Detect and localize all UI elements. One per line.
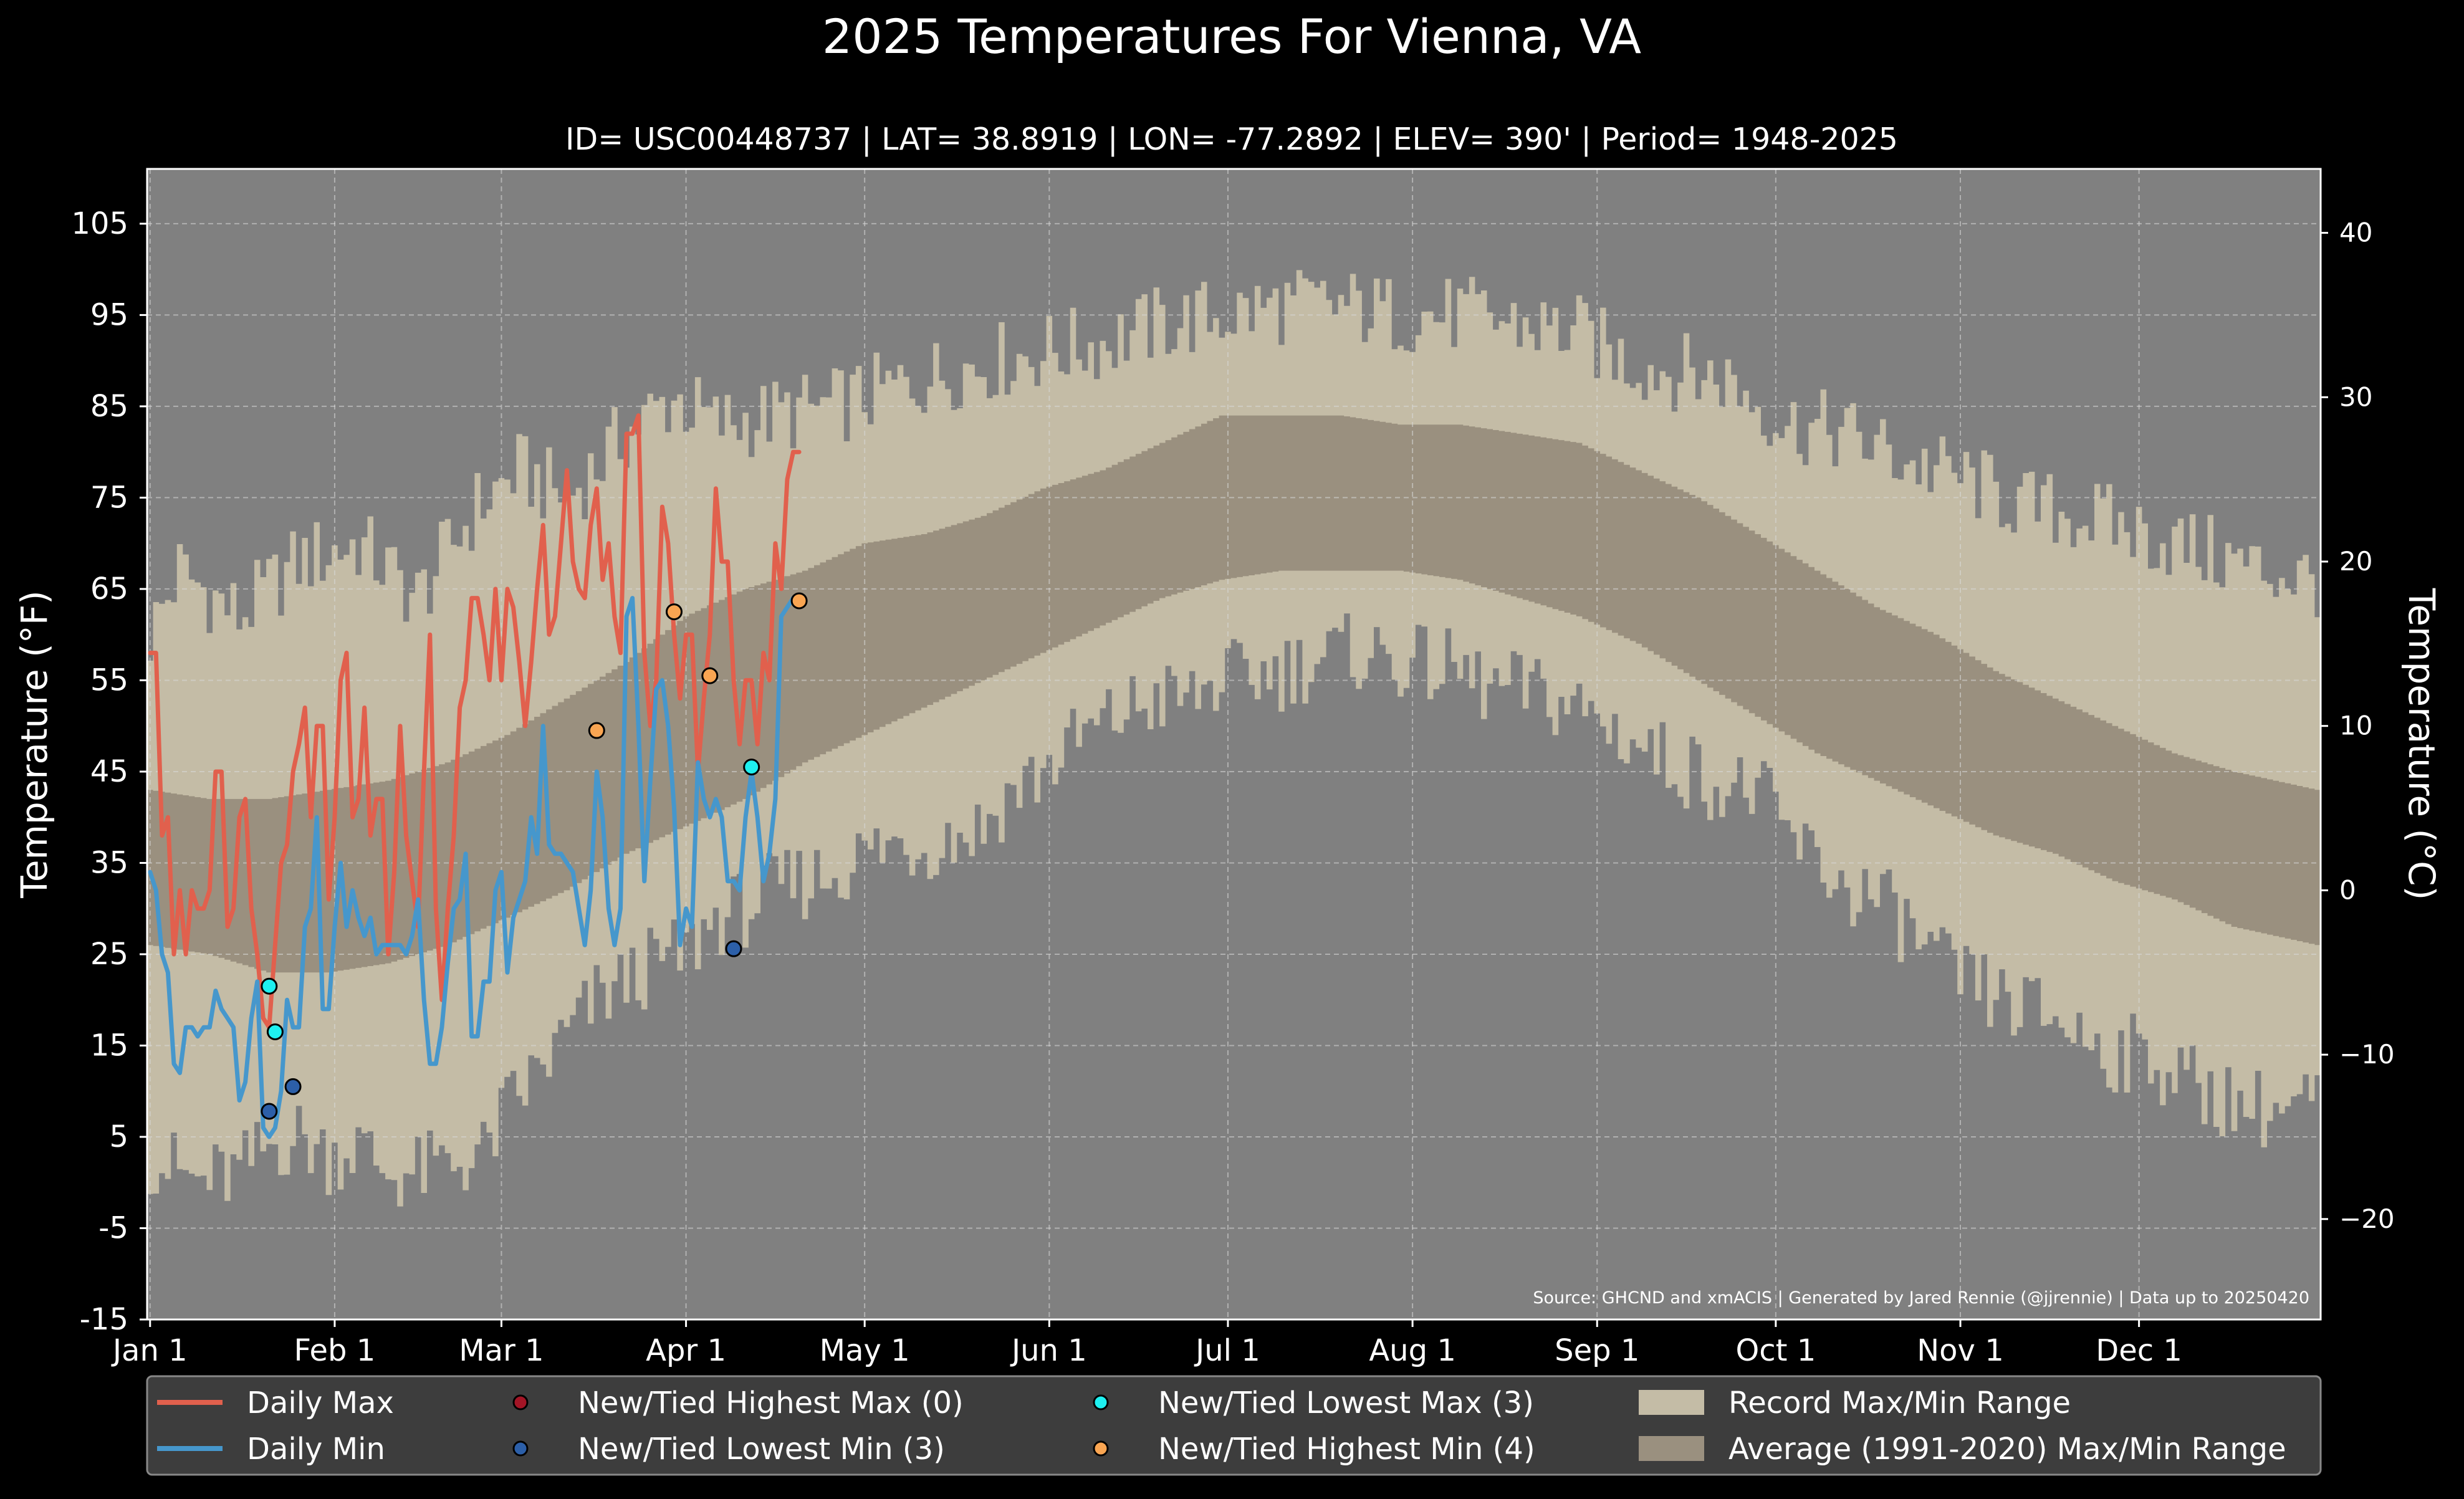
series-layer	[148, 413, 802, 1139]
y-tick-label: 35	[90, 845, 128, 880]
x-tick-label: Feb 1	[294, 1333, 376, 1368]
y-right-tick-label: 30	[2339, 381, 2372, 412]
legend-label-daily-max: Daily Max	[247, 1386, 394, 1420]
legend-swatch-new-tied-lowest-min-3	[512, 1440, 529, 1457]
x-tick-label: Nov 1	[1917, 1333, 2003, 1368]
y-tick-label: 5	[109, 1119, 128, 1154]
x-tick-label: Aug 1	[1369, 1333, 1456, 1368]
x-tick-label: Oct 1	[1735, 1333, 1816, 1368]
y-tick-label: 55	[90, 663, 128, 697]
y-right-tick-label: 40	[2339, 218, 2372, 248]
new-tied-lowest-min-3-marker	[284, 1078, 302, 1095]
new-tied-highest-min-4-marker	[665, 603, 683, 621]
y-tick-label: 105	[71, 206, 128, 241]
y-axis-right: −20 −10 0 10 20 30 40	[2321, 218, 2395, 1234]
y-right-tick-label: −10	[2339, 1039, 2395, 1070]
new-tied-highest-min-4-marker	[790, 592, 808, 610]
y-tick-label: -5	[98, 1210, 128, 1245]
y-tick-label: 65	[90, 572, 128, 606]
x-tick-label: Jul 1	[1194, 1333, 1260, 1368]
chart-subtitle: ID= USC00448737 | LAT= 38.8919 | LON= -7…	[565, 122, 1898, 157]
y-tick-label: -15	[80, 1302, 128, 1337]
legend: Daily Max New/Tied Highest Max (0) New/Tie…	[157, 1386, 2286, 1467]
x-tick-label: Jan 1	[111, 1333, 188, 1368]
record-range-band	[147, 270, 2321, 1207]
new-tied-lowest-min-3-marker	[261, 1103, 278, 1120]
y-right-tick-label: 10	[2339, 711, 2372, 741]
y-tick-label: 45	[90, 754, 128, 789]
legend-label-daily-min: Daily Min	[247, 1432, 385, 1467]
y-tick-label: 15	[90, 1028, 128, 1063]
source-note: Source: GHCND and xmACIS | Generated by …	[1533, 1288, 2309, 1308]
y-axis-left: -15 -5 5 15 25 35 45 55 65 75 85 95 105	[71, 206, 147, 1337]
legend-label-new-tied-lowest-min-3: New/Tied Lowest Min (3)	[578, 1432, 945, 1467]
average-range-band	[147, 415, 2321, 973]
new-tied-lowest-max-3-marker	[743, 759, 760, 776]
y-tick-label: 75	[90, 480, 128, 515]
legend-label-new-tied-lowest-max-3: New/Tied Lowest Max (3)	[1158, 1386, 1534, 1420]
average-range-area	[147, 415, 2321, 973]
new-tied-highest-min-4-marker	[701, 667, 719, 684]
new-tied-lowest-max-3-marker	[261, 977, 278, 995]
legend-label-record-max-min-range: Record Max/Min Range	[1728, 1386, 2071, 1420]
legend-label-average-1991-2020-max-min-range: Average (1991-2020) Max/Min Range	[1728, 1432, 2286, 1467]
y-right-tick-label: 20	[2339, 546, 2372, 577]
x-tick-label: Apr 1	[646, 1333, 726, 1368]
y-tick-label: 95	[90, 297, 128, 332]
y-axis-left-label: Temperature (°F)	[13, 590, 55, 898]
x-tick-label: Dec 1	[2096, 1333, 2182, 1368]
record-range-area	[147, 270, 2321, 1207]
y-tick-label: 25	[90, 937, 128, 972]
x-tick-label: Jun 1	[1010, 1333, 1087, 1368]
legend-box	[146, 1375, 2322, 1476]
y-axis-right-label: Temperature (°C)	[2400, 588, 2443, 901]
new-tied-lowest-min-3-marker	[725, 940, 742, 957]
x-axis: Jan 1 Feb 1 Mar 1 Apr 1 May 1 Jun 1 Jul 1 Aug 1…	[111, 1319, 2182, 1368]
daily-max-line	[148, 413, 802, 1030]
x-tick-label: May 1	[820, 1333, 910, 1368]
x-tick-label: Sep 1	[1555, 1333, 1639, 1368]
legend-swatch-new-tied-highest-max-0	[512, 1394, 529, 1410]
y-tick-label: 85	[90, 389, 128, 424]
legend-swatch-average-1991-2020-max-min-range	[1639, 1436, 1704, 1461]
new-tied-highest-min-4-marker	[588, 722, 605, 739]
legend-swatch-record-max-min-range	[1639, 1390, 1704, 1415]
record-markers	[261, 592, 808, 1120]
legend-swatch-new-tied-highest-min-4	[1093, 1440, 1109, 1457]
x-tick-label: Mar 1	[459, 1333, 544, 1368]
new-tied-lowest-max-3-marker	[266, 1023, 284, 1040]
plot-frame	[146, 168, 2322, 1321]
chart-title: 2025 Temperatures For Vienna, VA	[822, 9, 1641, 64]
y-right-tick-label: −20	[2339, 1204, 2395, 1234]
y-right-tick-label: 0	[2339, 874, 2356, 905]
daily-min-line	[148, 596, 802, 1139]
legend-label-new-tied-highest-min-4: New/Tied Highest Min (4)	[1158, 1432, 1535, 1467]
legend-label-new-tied-highest-max-0: New/Tied Highest Max (0)	[578, 1386, 964, 1420]
legend-swatch-new-tied-lowest-max-3	[1093, 1394, 1109, 1410]
